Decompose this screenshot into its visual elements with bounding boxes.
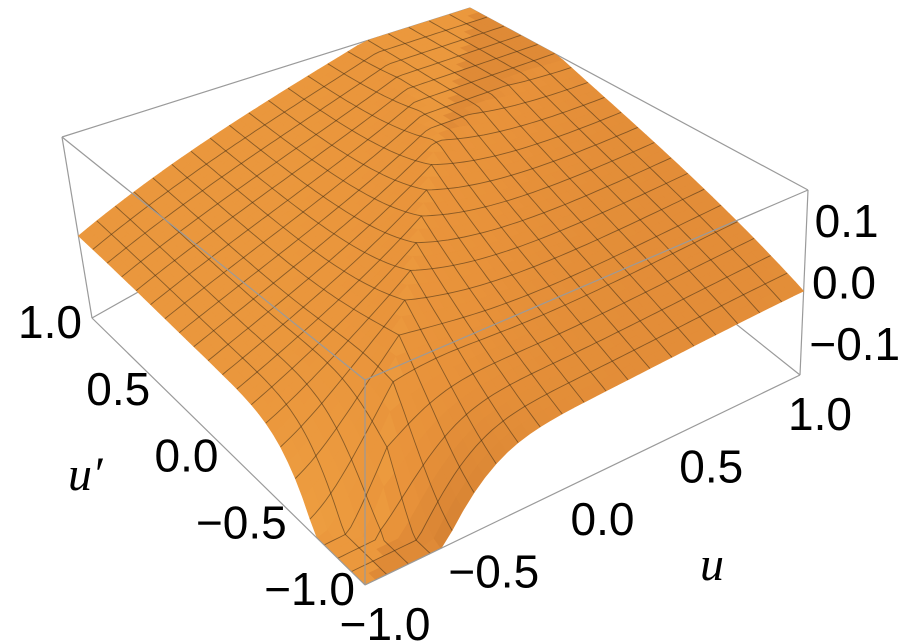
- box-front-edge-0: [364, 374, 801, 586]
- mesh-line-u: [327, 63, 651, 369]
- y-tick-label: −0.5: [196, 496, 287, 548]
- x-tick-label: 1.0: [788, 388, 852, 440]
- mesh-line-v: [150, 53, 555, 305]
- mesh-line-u: [428, 20, 761, 314]
- mesh-line-u: [287, 87, 607, 392]
- y-axis-label: u′: [68, 448, 104, 501]
- mesh-line-u: [388, 33, 717, 336]
- mesh-line-v: [222, 126, 638, 375]
- mesh-line-v: [164, 67, 572, 319]
- z-tick-label: −0.1: [809, 318, 900, 370]
- x-tick-label: 0.0: [571, 493, 635, 545]
- x-tick-label: −0.5: [448, 546, 539, 598]
- mesh-line-u: [367, 39, 695, 347]
- box-front-edge-1: [91, 317, 366, 586]
- x-axis-label: u: [700, 538, 724, 591]
- mesh-line-u: [449, 14, 783, 303]
- y-tick-label: 1.0: [18, 296, 82, 348]
- box-front-edge-4: [61, 136, 366, 381]
- surface-mesh: [77, 7, 805, 586]
- mesh-line-v: [107, 25, 504, 264]
- surface-patch: [783, 281, 805, 297]
- mesh-line-v: [207, 111, 622, 361]
- x-tick-label: 0.5: [679, 441, 743, 493]
- mesh-line-v: [121, 34, 521, 278]
- box-front-edge-3: [364, 189, 809, 381]
- tick-labels: −1.0−0.50.00.51.0−1.0−0.50.00.51.0 −0.10.…: [18, 195, 900, 644]
- mesh-line-u: [347, 51, 673, 358]
- y-tick-label: −1.0: [264, 563, 355, 615]
- bounding-box-front: [61, 136, 809, 586]
- x-tick-label: −1.0: [340, 598, 431, 644]
- y-tick-label: 0.0: [155, 430, 219, 482]
- mesh-line-v: [135, 43, 538, 291]
- mesh-line-u: [307, 75, 629, 381]
- mesh-line-v: [179, 82, 588, 333]
- box-back-edge-5: [61, 136, 93, 319]
- y-tick-label: 0.5: [86, 363, 150, 415]
- mesh-line-v: [92, 16, 488, 250]
- box-back-edge-6: [799, 189, 809, 376]
- z-tick-label: 0.0: [812, 257, 876, 309]
- mesh-line-u: [408, 27, 739, 324]
- mesh-line-v: [193, 96, 605, 347]
- z-tick-label: 0.1: [815, 195, 879, 247]
